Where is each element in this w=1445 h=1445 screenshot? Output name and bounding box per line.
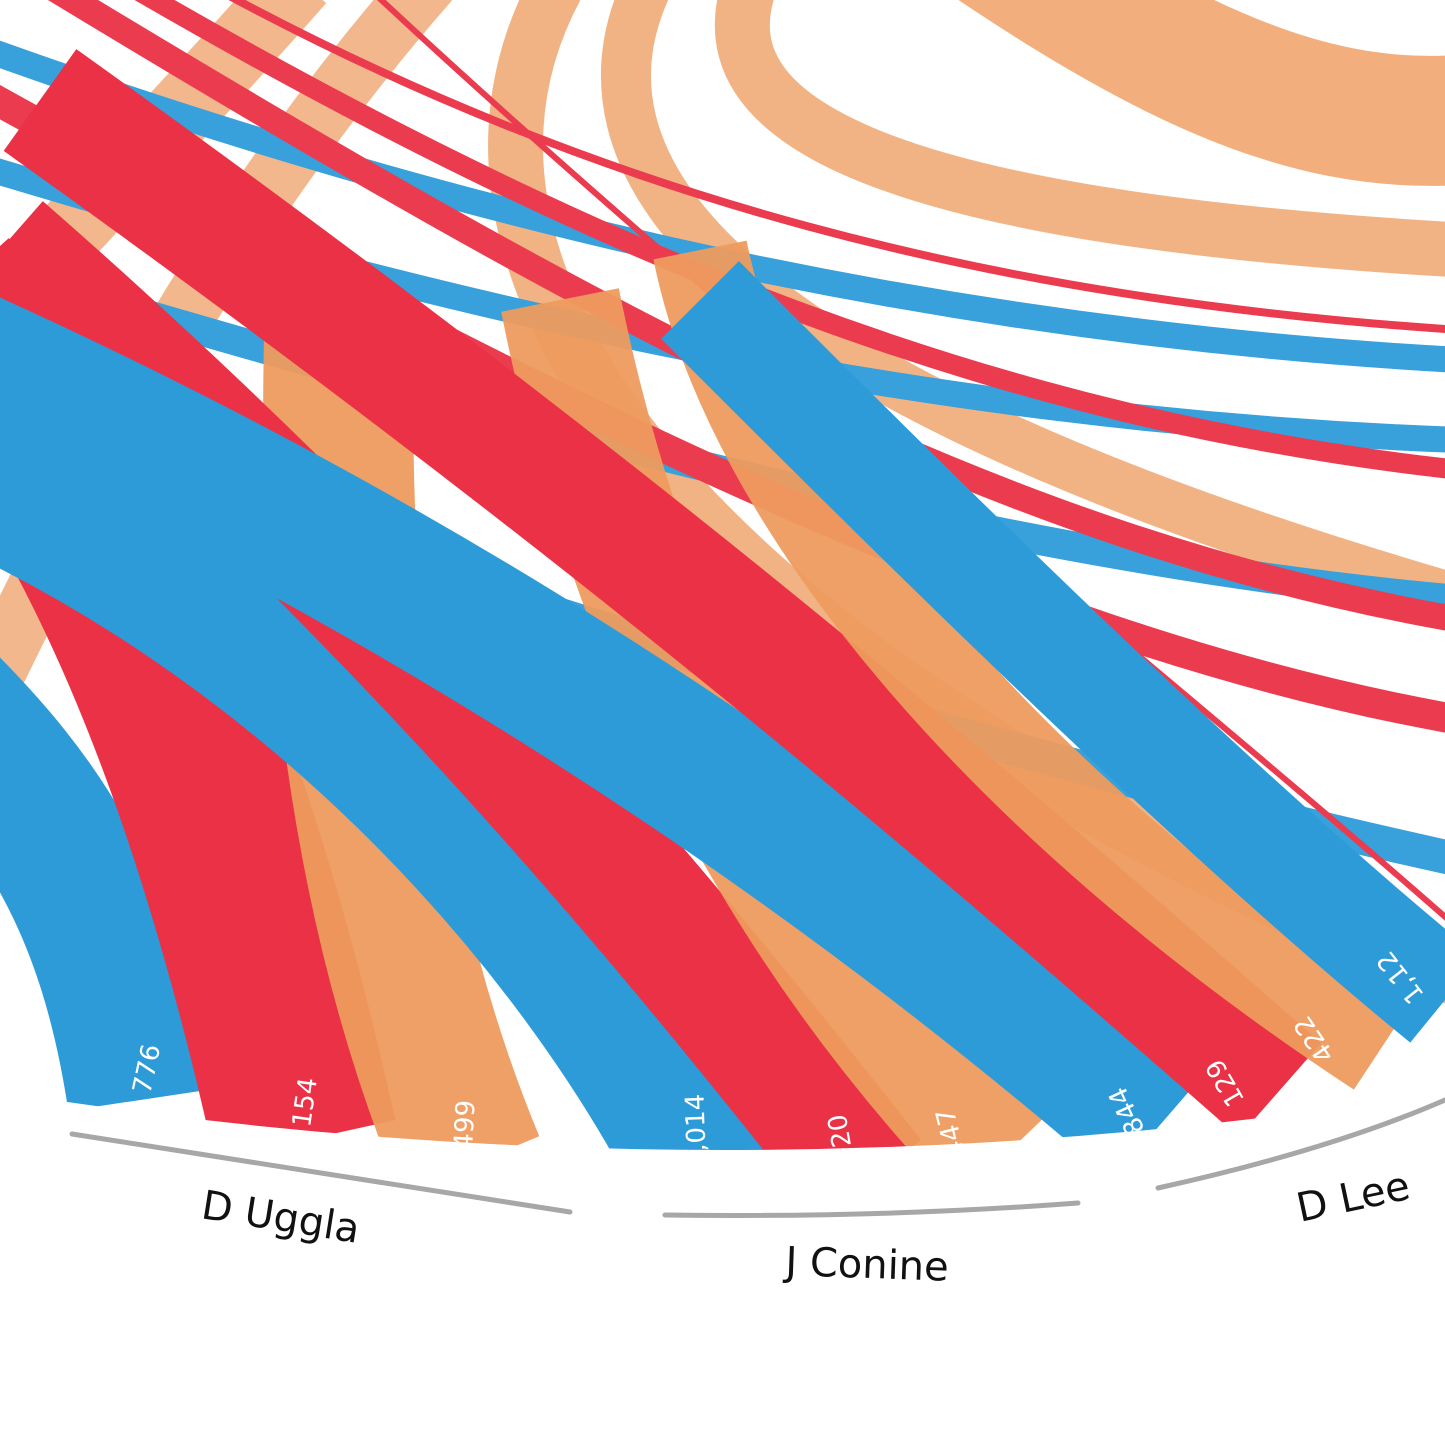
- group-bracket-d-lee: [1155, 1097, 1445, 1191]
- ribbon-j-conine-blue: [0, 386, 794, 1217]
- group-brackets: [69, 1097, 1445, 1218]
- chord-orange: [714, 0, 1445, 277]
- value-label: 499: [449, 1099, 482, 1150]
- chord-red: [228, 0, 1445, 333]
- ribbon-d-lee-red: [3, 49, 1322, 1137]
- chord-red: [134, 0, 1445, 479]
- value-label: 1,014: [680, 1093, 713, 1168]
- value-label: 154: [287, 1076, 324, 1129]
- value-labels: 776 154 499 1,014 120 447 844 129 422 1,…: [128, 945, 1431, 1169]
- group-bracket-d-uggla: [69, 1131, 573, 1215]
- group-ribbons: [0, 49, 1445, 1221]
- group-label: J Conine: [782, 1239, 950, 1291]
- ribbon-d-lee-blue: [0, 297, 1208, 1180]
- ribbon-d-uggla-blue: [0, 657, 212, 1112]
- group-bracket-j-conine: [662, 1200, 1081, 1218]
- ribbon-d-lee-blue-2: [661, 261, 1445, 1043]
- chord-orange: [958, 0, 1445, 186]
